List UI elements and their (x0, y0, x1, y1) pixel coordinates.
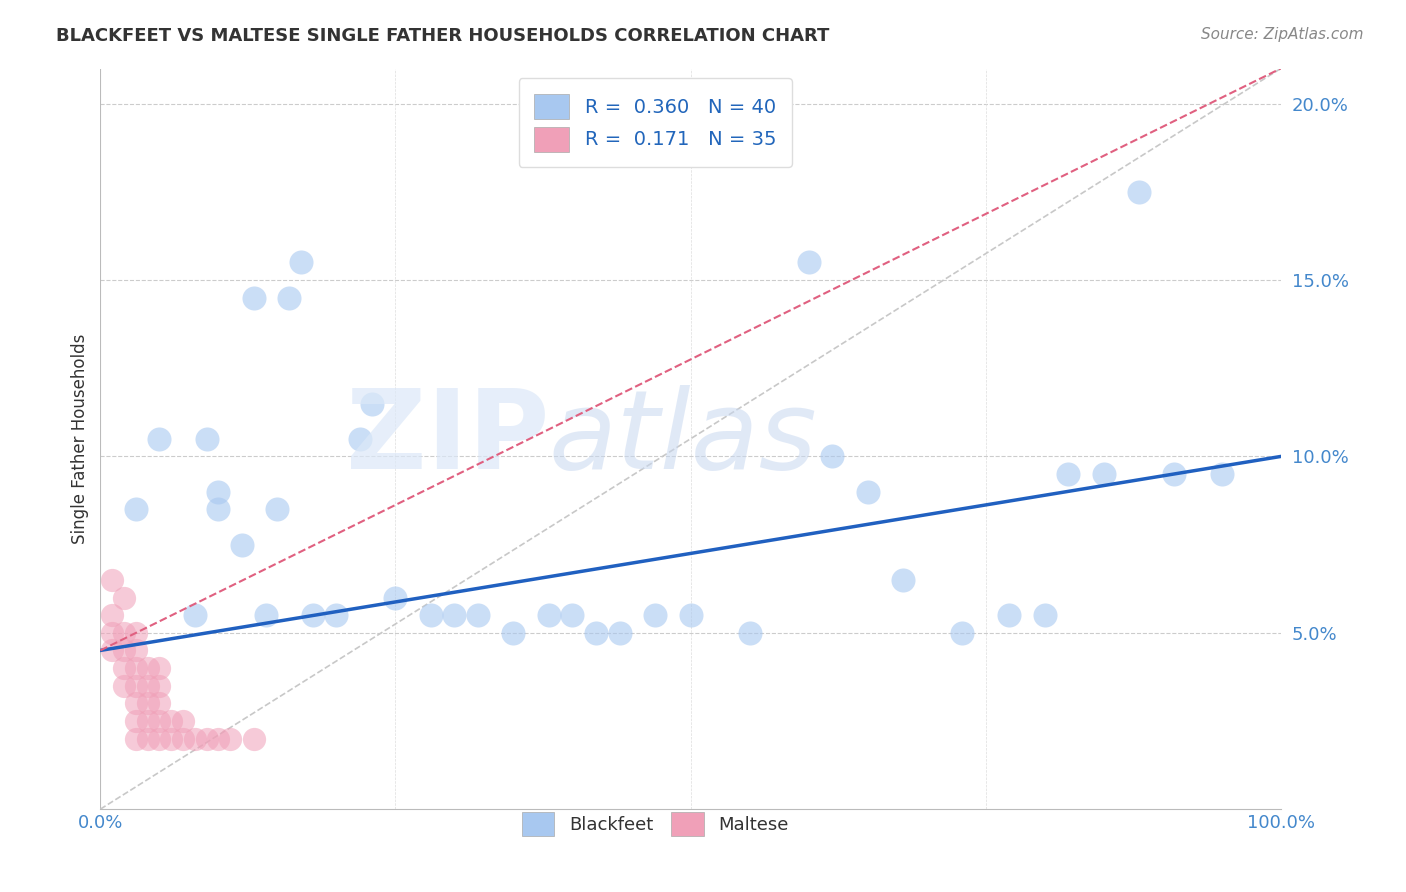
Point (112, 643, 135, 657)
Point (360, 396, 382, 410)
Point (290, 255, 312, 269)
Point (125, 661, 148, 675)
Point (1033, 608, 1056, 623)
Point (467, 608, 489, 623)
Point (243, 291, 266, 305)
Point (207, 484, 229, 499)
Text: Source: ZipAtlas.com: Source: ZipAtlas.com (1201, 27, 1364, 42)
Point (278, 291, 301, 305)
Point (160, 731, 183, 746)
Point (136, 661, 159, 675)
Point (136, 714, 159, 728)
Point (172, 714, 194, 728)
Point (243, 731, 266, 746)
Point (125, 714, 148, 728)
Point (184, 608, 207, 623)
Point (679, 608, 702, 623)
Text: atlas: atlas (548, 385, 817, 492)
Point (148, 432, 170, 446)
Point (101, 625, 124, 640)
Text: BLACKFEET VS MALTESE SINGLE FATHER HOUSEHOLDS CORRELATION CHART: BLACKFEET VS MALTESE SINGLE FATHER HOUSE… (56, 27, 830, 45)
Point (998, 608, 1021, 623)
Point (502, 625, 524, 640)
Point (125, 696, 148, 710)
Point (219, 731, 242, 746)
Point (609, 625, 631, 640)
Point (891, 573, 914, 587)
Point (349, 432, 371, 446)
Point (112, 591, 135, 605)
Point (1211, 467, 1233, 481)
Point (443, 608, 465, 623)
Point (136, 731, 159, 746)
Point (160, 714, 183, 728)
Point (254, 608, 277, 623)
Point (112, 679, 135, 693)
Point (738, 625, 761, 640)
Point (1128, 185, 1150, 199)
Point (384, 591, 406, 605)
Point (136, 696, 159, 710)
Point (148, 661, 170, 675)
Point (195, 731, 218, 746)
Point (125, 731, 148, 746)
Point (644, 608, 666, 623)
Point (561, 608, 583, 623)
Point (136, 679, 159, 693)
Point (856, 484, 879, 499)
Point (950, 625, 973, 640)
Point (325, 608, 347, 623)
Point (172, 731, 194, 746)
Point (148, 714, 170, 728)
Point (195, 432, 218, 446)
Point (207, 502, 229, 516)
Point (148, 696, 170, 710)
Point (821, 450, 844, 464)
Point (1092, 467, 1115, 481)
Point (207, 731, 229, 746)
Legend: Blackfeet, Maltese: Blackfeet, Maltese (513, 804, 797, 845)
Point (537, 608, 560, 623)
Point (125, 502, 148, 516)
Point (1057, 467, 1080, 481)
Point (101, 608, 124, 623)
Point (148, 679, 170, 693)
Point (148, 731, 170, 746)
Point (125, 679, 148, 693)
Point (112, 661, 135, 675)
Point (797, 255, 820, 269)
Point (125, 625, 148, 640)
Point (101, 643, 124, 657)
Point (419, 608, 441, 623)
Point (231, 538, 253, 552)
Point (112, 625, 135, 640)
Point (101, 573, 124, 587)
Point (125, 643, 148, 657)
Point (301, 608, 323, 623)
Point (585, 625, 607, 640)
Point (184, 731, 207, 746)
Y-axis label: Single Father Households: Single Father Households (72, 334, 89, 544)
Text: ZIP: ZIP (346, 385, 548, 492)
Point (266, 502, 288, 516)
Point (1163, 467, 1185, 481)
